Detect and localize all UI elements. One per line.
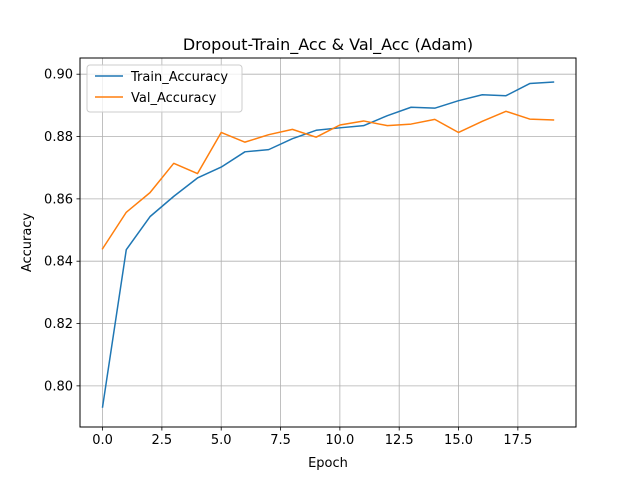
legend-box xyxy=(86,64,243,113)
y-tick-label: 0.84 xyxy=(44,255,73,270)
x-tick-label: 7.5 xyxy=(270,433,291,448)
x-tick-label: 15.0 xyxy=(444,433,473,448)
series-line-train-accuracy xyxy=(101,81,555,408)
x-tick-label: 17.5 xyxy=(503,433,532,448)
plot-frame xyxy=(79,57,577,428)
y-tick-label: 0.86 xyxy=(44,192,73,207)
x-tick-label: 0.0 xyxy=(92,433,113,448)
legend: Train_Accuracy Val_Accuracy xyxy=(86,64,243,113)
series-line-val-accuracy xyxy=(101,110,555,250)
legend-label-train: Train_Accuracy xyxy=(130,70,228,85)
x-tick-label: 10.0 xyxy=(325,433,354,448)
y-tick-label: 0.82 xyxy=(44,317,73,332)
x-tick-label: 12.5 xyxy=(385,433,414,448)
y-axis-label: Accuracy xyxy=(20,213,35,273)
ticks: 0.0 2.5 5.0 7.5 10.0 12.5 15.0 17.5 0.80 0.82 0.84… xyxy=(44,68,532,448)
x-tick-label: 5.0 xyxy=(211,433,232,448)
y-tick-label: 0.88 xyxy=(44,130,73,145)
x-tick-label: 2.5 xyxy=(152,433,173,448)
series-layer xyxy=(101,81,555,408)
legend-label-val: Val_Accuracy xyxy=(131,91,217,106)
grid xyxy=(80,58,576,427)
x-axis-label: Epoch xyxy=(308,456,348,471)
y-tick-label: 0.80 xyxy=(44,379,73,394)
y-tick-label: 0.90 xyxy=(44,68,73,83)
chart-title: Dropout-Train_Acc & Val_Acc (Adam) xyxy=(183,35,473,55)
